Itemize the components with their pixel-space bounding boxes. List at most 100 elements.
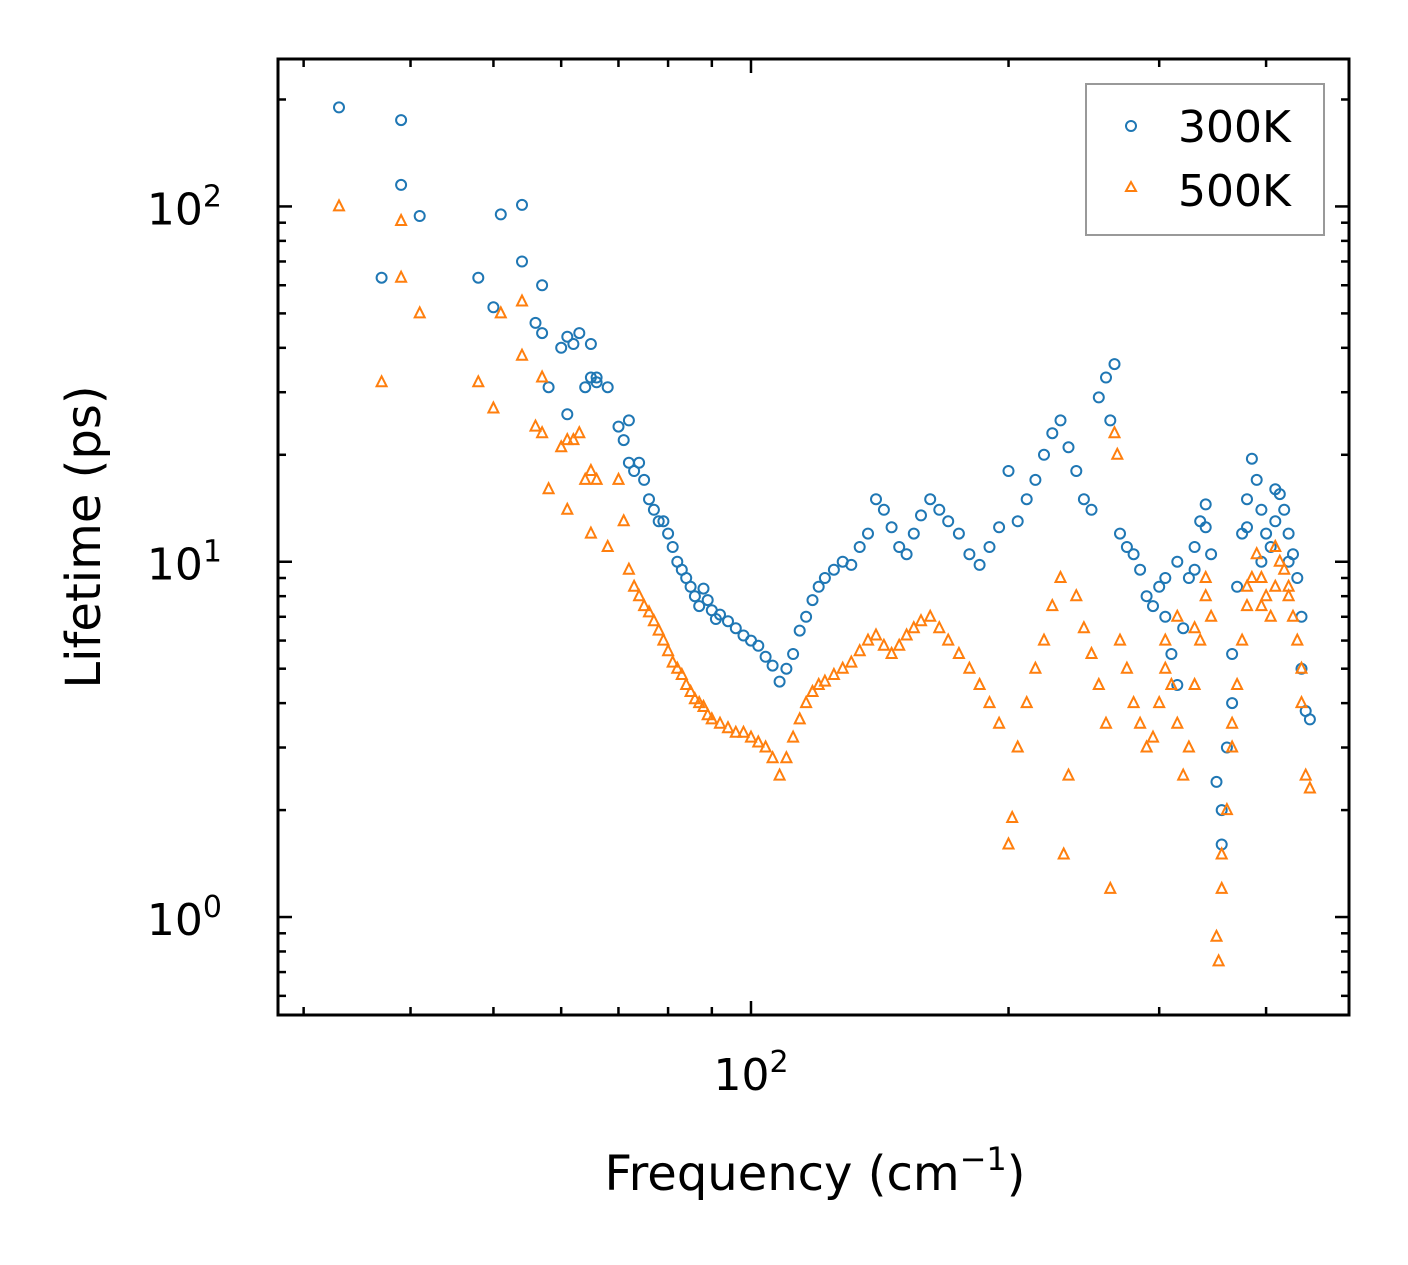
point-300k: [638, 473, 651, 486]
point-300k: [1054, 414, 1067, 427]
point-300k: [1303, 713, 1316, 726]
point-500k: [1299, 767, 1313, 781]
point-500k: [899, 627, 914, 641]
point-500k: [515, 293, 529, 307]
data-points-layer: [332, 101, 1317, 967]
point-500k: [1158, 632, 1172, 646]
point-500k: [1264, 608, 1278, 622]
point-500k: [1254, 569, 1269, 583]
point-500k: [914, 612, 928, 627]
point-500k: [765, 749, 780, 764]
point-500k: [736, 724, 751, 738]
point-300k: [375, 271, 388, 284]
point-300k: [877, 503, 890, 516]
point-500k: [1211, 953, 1226, 967]
legend: 300K 500K: [1085, 83, 1325, 236]
point-300k: [1120, 541, 1133, 553]
point-500k: [683, 683, 698, 697]
point-500k: [1110, 446, 1124, 460]
point-500k: [1245, 569, 1259, 583]
y-tick-label: 102: [147, 179, 222, 235]
point-300k: [561, 408, 574, 421]
point-500k: [805, 683, 820, 697]
point-500k: [729, 724, 743, 738]
point-500k: [1294, 660, 1309, 674]
point-300k: [1159, 572, 1172, 584]
point-500k: [907, 619, 921, 634]
point-300k: [612, 420, 625, 433]
point-500k: [413, 305, 427, 319]
point-500k: [647, 612, 661, 627]
point-300k: [1002, 465, 1015, 477]
point-500k: [941, 632, 955, 646]
point-300k: [1100, 371, 1112, 384]
point-500k: [1182, 739, 1196, 753]
point-500k: [1126, 694, 1141, 709]
point-500k: [535, 424, 549, 439]
point-300k: [662, 527, 675, 540]
point-300k: [1011, 515, 1024, 528]
point-500k: [952, 645, 966, 659]
point-500k: [1286, 608, 1300, 622]
point-300k: [1020, 493, 1033, 506]
point-500k: [566, 431, 581, 446]
point-300k: [1210, 775, 1223, 788]
point-500k: [394, 269, 408, 283]
point-300k: [963, 548, 976, 561]
point-300k: [722, 615, 734, 628]
point-500k: [1176, 767, 1190, 781]
point-300k: [1182, 572, 1195, 584]
y-axis-label: Lifetime (ps): [56, 385, 112, 688]
point-300k: [800, 610, 813, 623]
point-500k: [1061, 767, 1076, 781]
point-300k: [806, 594, 819, 607]
point-500k: [1069, 587, 1083, 602]
point-500k: [617, 513, 631, 527]
legend-label-300k: 300K: [1178, 102, 1292, 153]
point-300k: [1269, 483, 1282, 496]
point-300k: [590, 376, 603, 389]
legend-marker-500k: [1124, 179, 1138, 192]
point-300k: [1241, 493, 1253, 506]
point-300k: [701, 594, 714, 607]
point-300k: [1231, 580, 1244, 593]
point-500k: [827, 666, 841, 680]
point-500k: [374, 374, 389, 388]
point-300k: [729, 622, 742, 635]
point-500k: [1170, 608, 1184, 622]
point-500k: [1225, 739, 1239, 753]
point-500k: [1199, 569, 1213, 583]
point-300k: [845, 558, 858, 571]
point-500k: [786, 729, 800, 743]
point-300k: [516, 255, 528, 268]
point-300k: [633, 456, 646, 469]
point-300k: [1291, 572, 1304, 584]
point-300k: [766, 659, 779, 672]
point-500k: [637, 597, 651, 612]
point-300k: [752, 639, 765, 652]
point-500k: [1028, 660, 1043, 674]
legend-marker-300k: [1125, 120, 1137, 132]
point-500k: [1268, 538, 1282, 552]
point-500k: [627, 578, 641, 592]
point-500k: [656, 632, 671, 646]
point-500k: [844, 654, 858, 668]
point-300k: [1029, 473, 1042, 486]
point-300k: [1171, 555, 1184, 568]
point-500k: [688, 691, 702, 705]
legend-label-500k: 500K: [1178, 166, 1292, 217]
point-500k: [751, 734, 765, 748]
point-300k: [561, 330, 574, 343]
point-300k: [862, 527, 874, 540]
point-500k: [1133, 715, 1147, 729]
point-500k: [670, 660, 684, 674]
axes-frame: [276, 57, 1351, 1017]
point-300k: [812, 580, 825, 593]
point-300k: [1077, 493, 1090, 506]
point-300k: [973, 558, 986, 571]
point-500k: [471, 374, 485, 388]
point-300k: [870, 493, 882, 506]
point-500k: [560, 501, 574, 515]
point-300k: [693, 600, 706, 613]
point-500k: [892, 637, 906, 651]
